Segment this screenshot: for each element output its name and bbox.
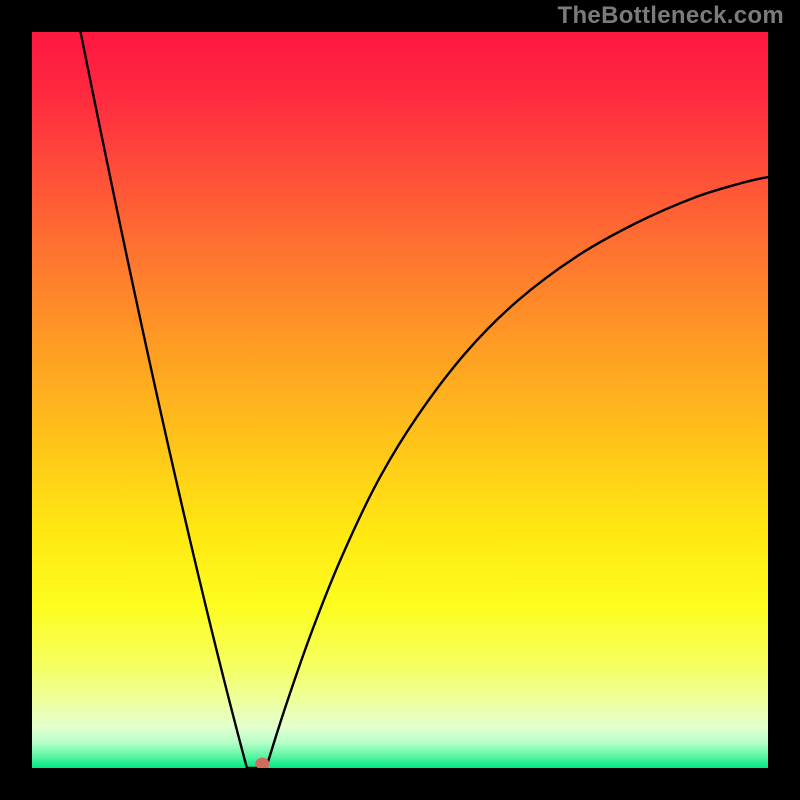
- watermark-text: TheBottleneck.com: [558, 2, 784, 30]
- frame-bottom: [0, 768, 800, 800]
- frame-left: [0, 0, 32, 800]
- bottleneck-chart: [32, 32, 768, 768]
- frame-right: [768, 0, 800, 800]
- chart-background: [32, 32, 768, 768]
